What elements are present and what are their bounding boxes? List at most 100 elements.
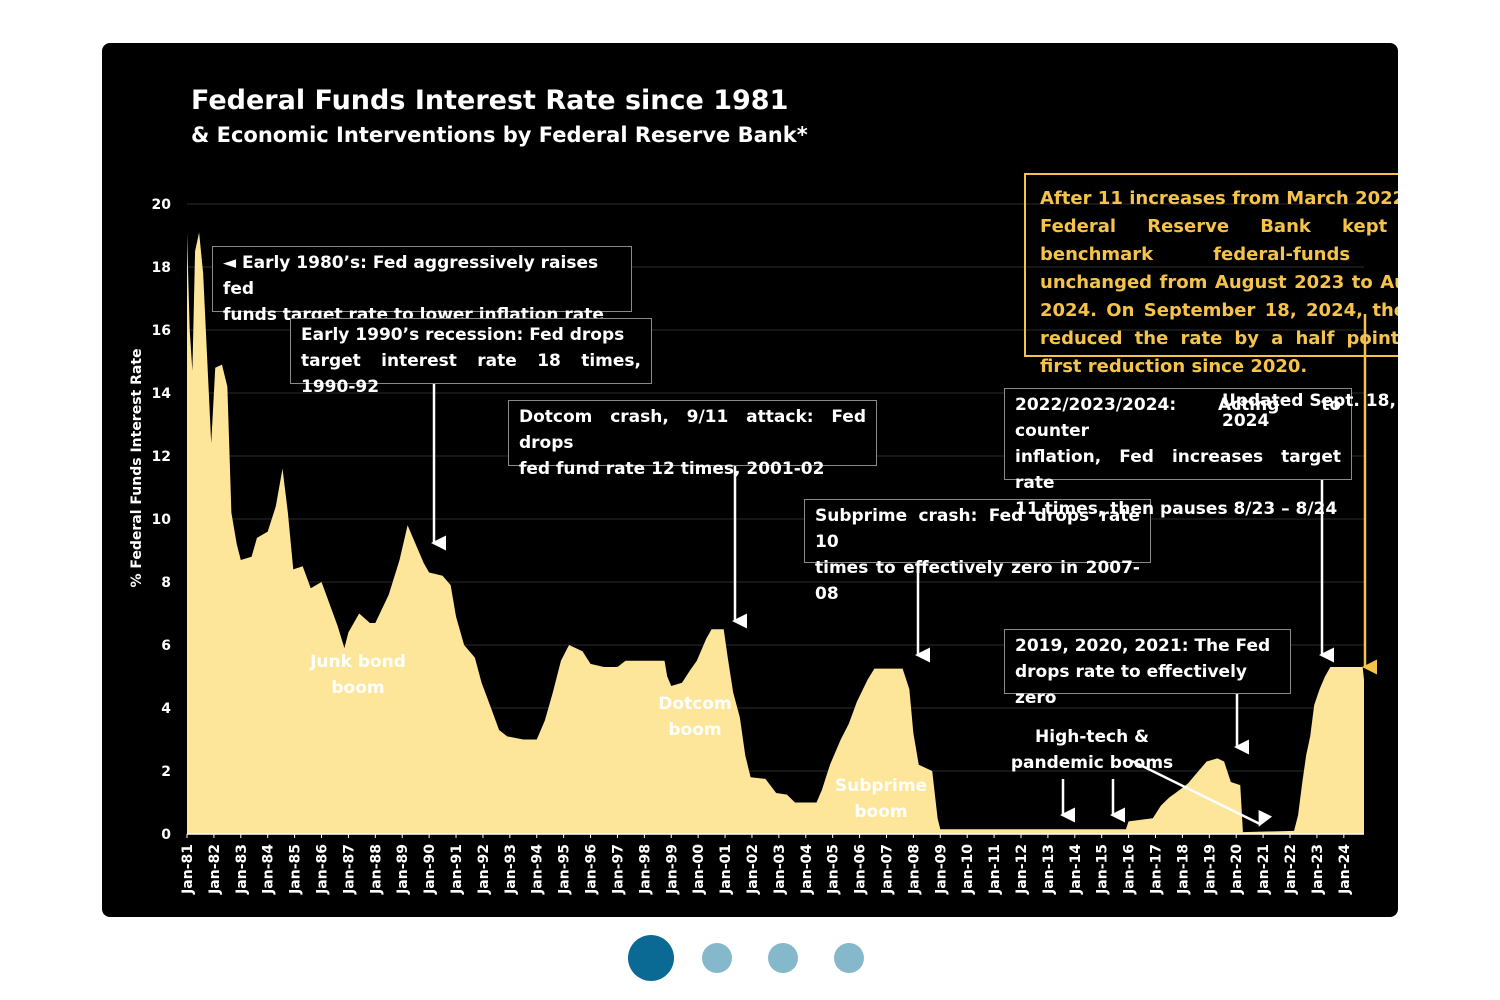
annotation-line: drops rate to effectively zero — [1015, 662, 1247, 708]
y-axis-label: % Federal Funds Interest Rate — [129, 348, 145, 587]
x-tick-label: Jan-97 — [610, 844, 626, 895]
y-axis-ticks: 0 2 4 6 8 10 12 14 16 18 20 — [152, 197, 172, 843]
x-tick-label: Jan-10 — [960, 844, 976, 895]
annotation-line: Dotcom crash, 9/11 attack: Fed drops — [519, 407, 866, 453]
x-axis-ticks: Jan-81 Jan-82 Jan-83 Jan-84 Jan-85 Jan-86 Jan-… — [180, 834, 1353, 895]
annotation-arrow — [1131, 759, 1273, 827]
annotation-line: fed fund rate 12 times, 2001-02 — [519, 459, 825, 479]
x-tick-label: Jan-24 — [1337, 844, 1353, 895]
x-tick-label: Jan-13 — [1041, 844, 1057, 895]
x-tick-label: Jan-14 — [1068, 844, 1084, 895]
boom-line: Junk bond — [310, 652, 406, 672]
y-tick-label: 14 — [152, 386, 172, 402]
dotcom-boom-label: Dotcom boom — [645, 691, 745, 743]
x-tick-label: Jan-20 — [1229, 844, 1245, 895]
x-tick-label: Jan-98 — [637, 844, 653, 895]
x-tick-label: Jan-22 — [1283, 844, 1299, 895]
annotation-subprime-crash: Subprime crash: Fed drops rate 10 times … — [804, 499, 1151, 604]
boom-line: Subprime — [834, 776, 928, 796]
chart-subtitle: & Economic Interventions by Federal Rese… — [191, 123, 808, 147]
x-tick-label: Jan-86 — [315, 844, 331, 895]
updated-date: Updated Sept. 18, 2024 — [1222, 391, 1396, 431]
carousel-dot[interactable] — [768, 943, 798, 973]
y-tick-label: 8 — [161, 575, 171, 591]
high-tech-pandemic-boom-label: High-tech & pandemic booms — [1002, 724, 1182, 776]
x-tick-label: Jan-95 — [557, 844, 573, 895]
x-tick-label: Jan-96 — [584, 844, 600, 895]
x-tick-label: Jan-15 — [1095, 844, 1111, 895]
rate-area-series — [187, 232, 1364, 835]
x-tick-label: Jan-91 — [449, 844, 465, 895]
carousel-dot[interactable] — [628, 935, 674, 981]
annotation-line: ◄ Early 1980’s: Fed aggressively raises … — [223, 253, 599, 299]
y-tick-label: 6 — [161, 638, 171, 654]
x-tick-label: Jan-92 — [476, 844, 492, 895]
annotation-2022-2024: 2022/2023/2024: Acting to counter inflat… — [1004, 388, 1352, 519]
x-tick-label: Jan-89 — [395, 844, 411, 895]
y-tick-label: 16 — [152, 323, 171, 339]
x-tick-label: Jan-88 — [368, 844, 384, 895]
x-tick-label: Jan-05 — [826, 844, 842, 895]
boom-line: boom — [331, 678, 385, 698]
x-tick-label: Jan-99 — [664, 844, 680, 895]
annotation-line: inflation, Fed increases target rate — [1015, 447, 1341, 493]
x-tick-label: Jan-18 — [1175, 844, 1191, 895]
x-tick-label: Jan-06 — [853, 844, 869, 895]
x-tick-label: Jan-07 — [879, 844, 895, 895]
y-tick-label: 20 — [152, 197, 172, 213]
annotation-line: Early 1990’s recession: Fed drops — [301, 325, 625, 345]
x-tick-label: Jan-87 — [341, 844, 357, 895]
y-tick-label: 18 — [152, 260, 171, 276]
rate-cut-note: After 11 increases from March 2022, the … — [1024, 173, 1398, 377]
boom-line: pandemic booms — [1010, 753, 1174, 773]
annotation-line: 11 times, then pauses 8/23 – 8/24 — [1015, 499, 1338, 519]
boom-line: boom — [668, 720, 722, 740]
x-tick-label: Jan-84 — [261, 844, 277, 895]
y-tick-label: 12 — [152, 449, 171, 465]
x-tick-label: Jan-82 — [207, 844, 223, 895]
annotation-early-1980s: ◄ Early 1980’s: Fed aggressively raises … — [212, 246, 632, 325]
x-tick-label: Jan-09 — [933, 844, 949, 895]
x-tick-label: Jan-94 — [530, 844, 546, 895]
y-tick-label: 4 — [161, 701, 171, 717]
carousel-dot[interactable] — [834, 943, 864, 973]
chart-title: Federal Funds Interest Rate since 1981 — [191, 85, 788, 116]
x-tick-label: Jan-19 — [1202, 844, 1218, 895]
annotation-line: Subprime crash: Fed drops rate 10 — [815, 506, 1140, 552]
y-tick-label: 10 — [152, 512, 172, 528]
annotation-arrows — [431, 314, 1377, 827]
boom-line: Dotcom — [658, 694, 732, 714]
junk-bond-boom-label: Junk bond boom — [298, 649, 418, 701]
x-tick-label: Jan-16 — [1122, 844, 1138, 895]
chart-svg: Federal Funds Interest Rate since 1981 &… — [129, 85, 1377, 895]
x-tick-label: Jan-00 — [691, 844, 707, 895]
annotation-line: 2019, 2020, 2021: The Fed — [1015, 636, 1271, 656]
x-tick-label: Jan-01 — [718, 844, 734, 895]
y-tick-label: 2 — [161, 764, 171, 780]
x-tick-label: Jan-04 — [799, 844, 815, 895]
boom-line: boom — [854, 802, 908, 822]
x-tick-label: Jan-12 — [1014, 844, 1030, 895]
x-tick-label: Jan-85 — [288, 844, 304, 895]
x-tick-label: Jan-03 — [772, 844, 788, 895]
annotation-early-1990s: Early 1990’s recession: Fed drops target… — [290, 318, 652, 397]
annotation-line: 2022/2023/2024: Acting to counter — [1015, 395, 1341, 441]
x-tick-label: Jan-11 — [987, 844, 1003, 895]
annotation-line: target interest rate 18 times, 1990-92 — [301, 351, 641, 397]
x-tick-label: Jan-83 — [234, 844, 250, 895]
boom-line: High-tech & — [1035, 727, 1149, 747]
annotation-2019-2021: 2019, 2020, 2021: The Fed drops rate to … — [1004, 629, 1291, 708]
x-tick-label: Jan-23 — [1310, 844, 1326, 895]
y-tick-label: 0 — [161, 827, 171, 843]
annotation-line: times to effectively zero in 2007-08 — [815, 558, 1140, 604]
x-tick-label: Jan-02 — [745, 844, 761, 895]
x-tick-label: Jan-08 — [906, 844, 922, 895]
subprime-boom-label: Subprime boom — [826, 773, 936, 825]
carousel-dot[interactable] — [702, 943, 732, 973]
x-tick-label: Jan-93 — [503, 844, 519, 895]
x-tick-label: Jan-81 — [180, 844, 196, 895]
x-tick-label: Jan-17 — [1149, 844, 1165, 895]
chart-card: Federal Funds Interest Rate since 1981 &… — [102, 43, 1398, 917]
x-tick-label: Jan-21 — [1256, 844, 1272, 895]
